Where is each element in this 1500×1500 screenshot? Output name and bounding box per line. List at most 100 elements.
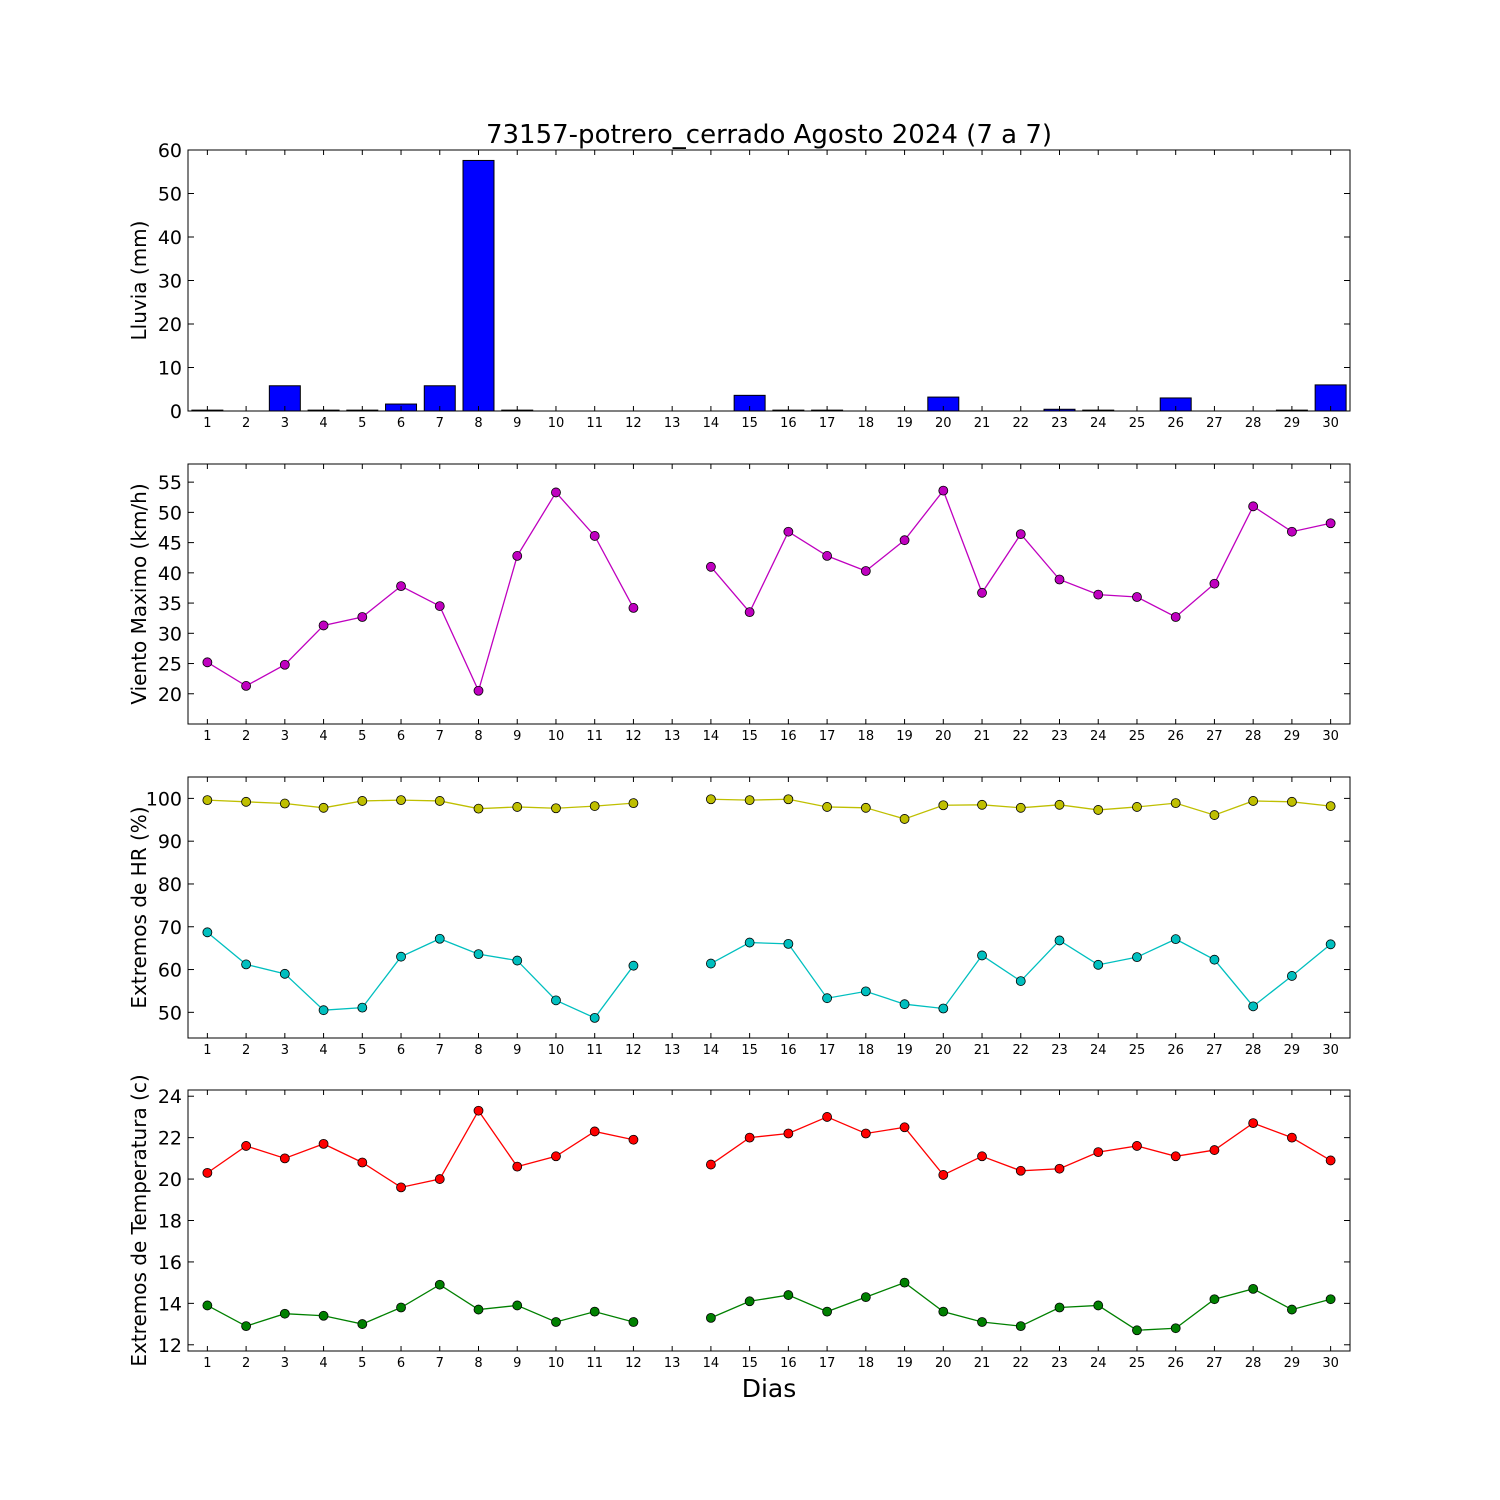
xtick-label: 28 (1245, 729, 1262, 744)
series-1-point-day-12 (628, 603, 639, 613)
xtick-label: 6 (397, 416, 405, 431)
xtick-label: 9 (513, 729, 521, 744)
series-2-point-day-30 (1325, 1294, 1336, 1305)
xtick-label: 13 (664, 729, 681, 744)
xtick-label: 25 (1129, 416, 1146, 431)
series-1-point-day-19 (899, 1122, 910, 1133)
series-2-point-day-4 (318, 1005, 329, 1016)
series-1-point-day-5 (357, 796, 368, 806)
xtick-label: 11 (586, 416, 603, 431)
xtick-label: 19 (896, 729, 913, 744)
series-1-point-day-6 (396, 795, 406, 806)
xtick-label: 12 (625, 416, 642, 431)
bar-day-3 (268, 385, 301, 412)
xtick-label: 30 (1322, 1356, 1339, 1371)
chart-title: 73157-potrero_cerrado Agosto 2024 (7 a 7… (486, 120, 1052, 150)
series-2-point-day-2 (241, 959, 252, 970)
series-1-point-day-9 (512, 1161, 523, 1172)
series-1-point-day-8 (473, 803, 484, 814)
series-2-point-day-9 (512, 1300, 523, 1311)
xtick-label: 18 (858, 1356, 875, 1371)
ytick-label: 80 (158, 874, 182, 896)
ytick-label: 24 (158, 1086, 182, 1108)
series-1-point-day-3 (279, 659, 290, 670)
xtick-label: 26 (1167, 729, 1184, 744)
xtick-label: 14 (703, 1356, 720, 1371)
xtick-label: 16 (780, 729, 797, 744)
xtick-label: 20 (935, 1356, 952, 1371)
xtick-label: 7 (436, 1043, 444, 1058)
series-2-point-day-24 (1093, 1300, 1104, 1311)
series-2-point-day-24 (1093, 959, 1104, 970)
xtick-label: 20 (935, 729, 952, 744)
series-1-point-day-11 (589, 531, 600, 541)
xtick-label: 22 (1012, 1356, 1029, 1371)
xtick-label: 7 (436, 416, 444, 431)
xtick-label: 12 (625, 729, 642, 744)
xtick-label: 25 (1129, 1043, 1146, 1058)
xtick-label: 27 (1206, 729, 1223, 744)
xtick-label: 26 (1167, 1356, 1184, 1371)
series-1-point-day-3 (279, 1153, 290, 1164)
series-2-point-day-3 (279, 968, 290, 979)
ytick-label: 60 (158, 960, 182, 982)
ytick-label: 0 (170, 401, 182, 423)
series-1-point-day-9 (512, 551, 523, 561)
xtick-label: 2 (242, 1356, 250, 1371)
series-1-point-day-30 (1325, 518, 1336, 529)
xtick-label: 28 (1245, 1043, 1262, 1058)
xtick-label: 10 (548, 416, 565, 431)
xtick-label: 15 (741, 729, 758, 744)
xtick-label: 27 (1206, 1356, 1223, 1371)
series-1-point-day-2 (241, 681, 252, 691)
series-1-point-day-22 (1015, 1165, 1026, 1176)
series-1-point-day-9 (512, 802, 523, 812)
xtick-label: 11 (586, 1043, 603, 1058)
xtick-label: 5 (358, 1043, 366, 1058)
xtick-label: 16 (780, 1356, 797, 1371)
series-1-line-1 (206, 1109, 634, 1189)
series-1-point-day-24 (1093, 805, 1104, 815)
series-1-point-day-24 (1093, 589, 1104, 600)
xtick-label: 22 (1012, 729, 1029, 744)
ytick-label: 50 (158, 1002, 182, 1024)
series-2-point-day-26 (1170, 1323, 1181, 1334)
xtick-label: 12 (625, 1356, 642, 1371)
series-1-point-day-6 (396, 581, 406, 592)
series-1-point-day-10 (551, 1151, 561, 1162)
series-2-point-day-23 (1054, 1302, 1065, 1313)
ytick-label: 10 (158, 358, 182, 380)
xtick-label: 4 (319, 729, 327, 744)
series-1-point-day-2 (241, 796, 252, 807)
xtick-label: 8 (474, 729, 482, 744)
xtick-label: 4 (319, 1043, 327, 1058)
series-1-point-day-16 (783, 526, 794, 537)
ytick-label: 50 (158, 184, 182, 206)
series-1-point-day-25 (1132, 802, 1142, 812)
series-2-point-day-18 (860, 1292, 871, 1303)
xtick-label: 2 (242, 416, 250, 431)
series-1-point-day-10 (551, 803, 561, 814)
xtick-label: 3 (281, 416, 289, 431)
series-2-point-day-22 (1015, 976, 1026, 986)
series-2-point-day-8 (473, 1304, 484, 1315)
xtick-label: 10 (548, 1356, 565, 1371)
xtick-label: 9 (513, 1356, 521, 1371)
ytick-label: 20 (158, 1169, 182, 1191)
xtick-label: 27 (1206, 1043, 1223, 1058)
ytick-label: 45 (158, 533, 182, 555)
series-1-point-day-20 (938, 1170, 949, 1180)
xtick-label: 25 (1129, 1356, 1146, 1371)
series-2-point-day-3 (279, 1308, 290, 1319)
xtick-label: 9 (513, 416, 521, 431)
series-2-point-day-14 (706, 958, 716, 969)
ytick-label: 20 (158, 314, 182, 336)
series-1-point-day-20 (938, 485, 949, 496)
series-1-point-day-17 (822, 802, 832, 812)
series-1-point-day-4 (318, 620, 329, 631)
xtick-label: 26 (1167, 416, 1184, 431)
xtick-label: 19 (896, 416, 913, 431)
